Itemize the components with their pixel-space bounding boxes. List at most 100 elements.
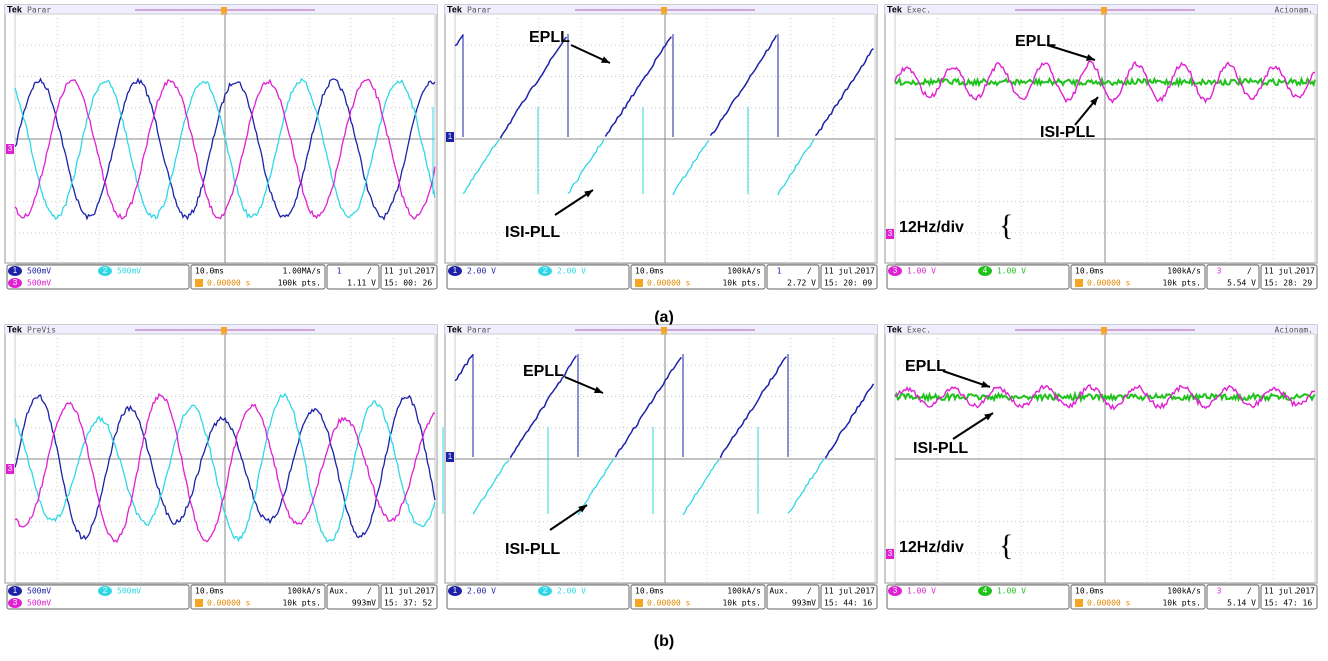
channel-id: 3 [893,266,898,275]
brand: Tek [887,4,903,14]
annotation: ISI-PLL [505,224,560,241]
brand: Tek [7,4,23,14]
sample-rate: 100kA/s [1167,587,1201,596]
time: 15: 00: 26 [384,279,432,288]
time: 15: 44: 16 [824,599,872,608]
channel-marker-label: 1 [448,452,453,461]
year: 2017 [856,267,875,276]
position: 0.00000 s [1087,599,1131,608]
status: Parar [467,6,491,15]
channel-marker-label: 3 [888,549,893,558]
channel-scale: 500mV [27,267,51,276]
mode: Acionam. [1274,6,1313,15]
channel-marker-label: 3 [8,464,13,473]
year: 2017 [856,587,875,596]
annotation: ISI-PLL [505,541,560,558]
scope-screen [5,325,437,583]
channel-id: 1 [453,586,458,595]
trigger-slope: / [1247,587,1252,596]
channel-scale: 2.00 V [557,587,586,596]
timebase: 10.0ms [635,587,664,596]
channel-scale: 500mV [117,267,141,276]
time: 15: 47: 16 [1264,599,1312,608]
channel-id: 1 [453,266,458,275]
status: Exec. [907,326,931,335]
position-icon [635,599,643,607]
timebase: 10.0ms [635,267,664,276]
trigger-slope: / [367,267,372,276]
position-icon [195,599,203,607]
brand: Tek [887,324,903,334]
timebase: 10.0ms [195,587,224,596]
time: 15: 28: 29 [1264,279,1312,288]
caption: (a) [654,309,674,326]
position-icon [1075,279,1083,287]
status: Exec. [907,6,931,15]
position: 0.00000 s [207,599,251,608]
sample-rate: 100kA/s [287,587,321,596]
trigger-channel: 1 [777,267,782,276]
brace: { [999,529,1013,562]
channel-scale: 1.00 V [997,267,1026,276]
trigger-level: 5.14 V [1227,599,1256,608]
trigger-level: 993mV [352,599,376,608]
brand: Tek [7,324,23,334]
channel-id: 2 [103,586,108,595]
channel-scale: 500mV [27,599,51,608]
annotation: EPLL [905,358,946,375]
sample-rate: 100kA/s [727,587,761,596]
date: 11 jul. [384,587,418,596]
date: 11 jul. [824,587,858,596]
annotation: 12Hz/div [899,219,964,236]
date: 11 jul. [384,267,418,276]
trigger-slope: / [367,587,372,596]
channel-id: 2 [543,266,548,275]
position: 0.00000 s [1087,279,1131,288]
timebase: 10.0ms [1075,267,1104,276]
channel-marker-label: 3 [888,229,893,238]
channel-scale: 2.00 V [467,267,496,276]
timebase: 10.0ms [195,267,224,276]
channel-id: 3 [893,586,898,595]
trigger-level: 5.54 V [1227,279,1256,288]
year: 2017 [1296,267,1315,276]
channel-id: 2 [103,266,108,275]
channel-id: 3 [13,278,18,287]
channel-marker-label: 1 [448,132,453,141]
channel-scale: 500mV [117,587,141,596]
trigger-channel: Aux. [769,587,788,596]
position-icon [195,279,203,287]
status: PreVis [27,326,56,335]
position-icon [1075,599,1083,607]
sample-rate: 100kA/s [727,267,761,276]
position: 0.00000 s [647,279,691,288]
annotation: 12Hz/div [899,539,964,556]
status: Parar [27,6,51,15]
position-icon [635,279,643,287]
time: 15: 20: 09 [824,279,872,288]
channel-scale: 2.00 V [467,587,496,596]
channel-scale: 1.00 V [997,587,1026,596]
channel-marker-label: 3 [8,144,13,153]
brace: { [999,209,1013,242]
mode: Acionam. [1274,326,1313,335]
caption: (b) [654,633,674,650]
trigger-level: 1.11 V [347,279,376,288]
trigger-channel: 3 [1217,587,1222,596]
points: 10k pts. [722,599,761,608]
annotation: EPLL [529,29,570,46]
time: 15: 37: 52 [384,599,432,608]
channel-scale: 1.00 V [907,267,936,276]
channel-id: 2 [543,586,548,595]
trigger-channel: Aux. [329,587,348,596]
scope-screen [5,5,437,263]
points: 10k pts. [1162,599,1201,608]
channel-id: 4 [983,266,988,275]
annotation: EPLL [523,363,564,380]
channel-scale: 500mV [27,587,51,596]
sample-rate: 1.00MA/s [282,267,321,276]
points: 100k pts. [278,279,321,288]
annotation: ISI-PLL [1040,124,1095,141]
trigger-channel: 1 [337,267,342,276]
brand: Tek [447,4,463,14]
